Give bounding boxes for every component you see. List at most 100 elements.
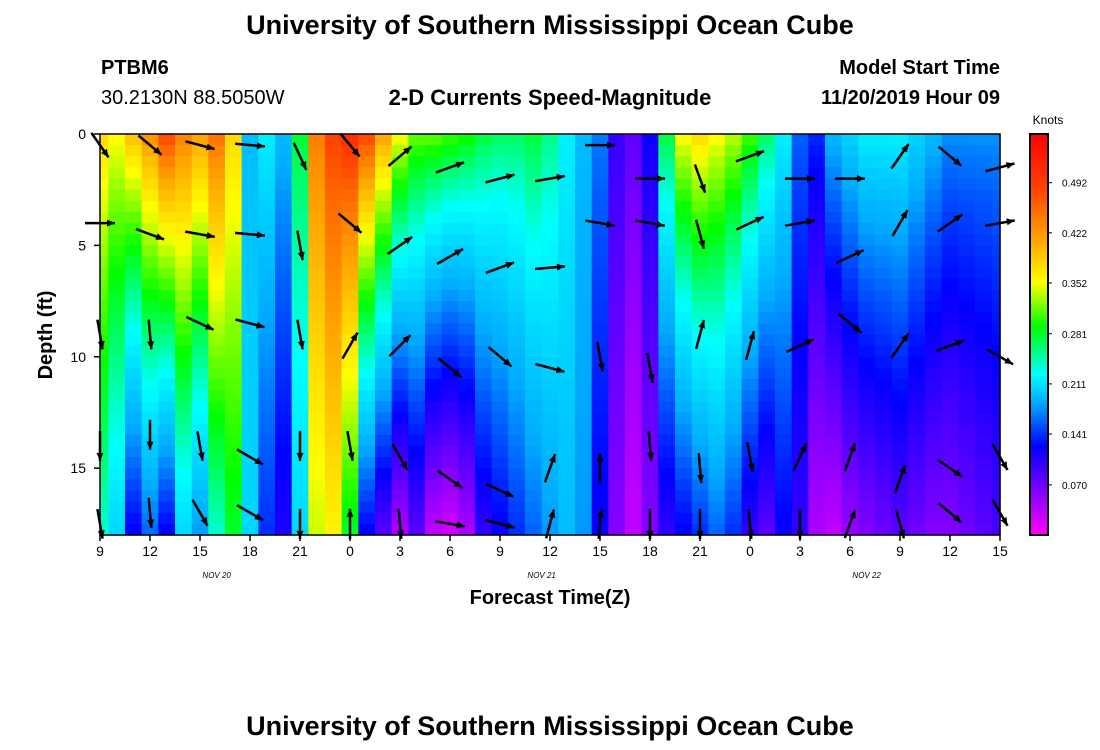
heatmap-cell — [341, 423, 359, 436]
colorbar-tick-label: 0.070 — [1062, 481, 1087, 492]
heatmap-cell — [691, 178, 709, 191]
x-tick-label: 18 — [642, 543, 658, 559]
heatmap-cell — [725, 134, 743, 146]
heatmap-cell — [575, 367, 593, 380]
heatmap-cell — [308, 134, 326, 146]
heatmap-cell — [441, 490, 459, 503]
x-tick-label: 18 — [242, 543, 258, 559]
heatmap-cell — [391, 167, 409, 180]
heatmap-cell — [908, 501, 926, 514]
heatmap-cell — [891, 445, 909, 458]
heatmap-cell — [541, 390, 559, 402]
heatmap-cell — [875, 145, 893, 157]
heatmap-cell — [658, 167, 676, 180]
heatmap-cell — [125, 490, 143, 503]
heatmap-cell — [208, 289, 226, 302]
heatmap-cell — [225, 200, 243, 213]
heatmap-cell — [275, 468, 293, 480]
heatmap-cell — [825, 356, 843, 369]
heatmap-cell — [308, 501, 326, 514]
heatmap-cell — [525, 479, 543, 492]
vector-arrow — [535, 362, 565, 374]
heatmap-cell — [908, 468, 926, 480]
heatmap-cell — [291, 289, 309, 302]
heatmap-cell — [275, 379, 293, 391]
heatmap-cell — [741, 301, 759, 313]
heatmap-cell — [891, 401, 909, 414]
heatmap-cell — [841, 234, 859, 246]
heatmap-cell — [491, 200, 509, 213]
heatmap-cell — [191, 156, 209, 169]
vector-head — [900, 210, 908, 219]
heatmap-cell — [525, 323, 543, 336]
heatmap-cell — [425, 379, 443, 391]
heatmap-cell — [975, 211, 993, 224]
vector-arrow — [893, 464, 907, 494]
heatmap-cell — [758, 223, 776, 235]
heatmap-cell — [325, 468, 343, 480]
vector-head — [607, 141, 615, 149]
heatmap-cell — [158, 278, 176, 291]
heatmap-cell — [158, 490, 176, 503]
heatmap-cell — [641, 167, 659, 180]
heatmap-cell — [691, 156, 709, 169]
heatmap-cell — [425, 367, 443, 380]
heatmap-cell — [408, 490, 426, 503]
heatmap-cell — [308, 245, 326, 258]
heatmap-cell — [258, 278, 276, 291]
heatmap-cell — [391, 234, 409, 246]
heatmap-cell — [108, 379, 126, 391]
vector-arrow — [596, 453, 604, 484]
heatmap-cell — [191, 189, 209, 202]
heatmap-cell — [425, 189, 443, 202]
heatmap-cell — [675, 390, 693, 402]
vector-arrow — [543, 453, 557, 483]
heatmap-cell — [625, 490, 643, 503]
heatmap-cell — [391, 301, 409, 313]
heatmap-cell — [458, 468, 476, 480]
heatmap-cell — [325, 245, 343, 258]
heatmap-cell — [175, 345, 193, 358]
heatmap-cell — [275, 490, 293, 503]
heatmap-cell — [875, 156, 893, 169]
vector-arrow — [146, 419, 154, 450]
heatmap-cell — [558, 167, 576, 180]
heatmap-cell — [108, 345, 126, 358]
heatmap-cell — [891, 211, 909, 224]
heatmap-cell — [191, 301, 209, 313]
heatmap-cell — [875, 301, 893, 313]
heatmap-cell — [241, 401, 259, 414]
heatmap-cell — [825, 301, 843, 313]
vector-arrow — [694, 219, 706, 250]
heatmap-cell — [991, 457, 1001, 469]
heatmap-cell — [725, 423, 743, 436]
heatmap-cell — [991, 423, 1001, 436]
heatmap-cell — [675, 401, 693, 414]
vector-head — [556, 263, 565, 271]
heatmap-cell — [825, 134, 843, 146]
heatmap-cell — [358, 345, 376, 358]
heatmap-cell — [591, 256, 609, 269]
heatmap-cell — [525, 423, 543, 436]
heatmap-cell — [358, 367, 376, 380]
heatmap-cell — [258, 457, 276, 469]
heatmap-cell — [791, 267, 809, 280]
vector-arrow — [534, 173, 566, 183]
vector-arrow — [437, 357, 463, 379]
heatmap-cell — [741, 312, 759, 324]
vector-head — [953, 469, 963, 477]
heatmap-cell — [191, 379, 209, 391]
heatmap-cell — [408, 345, 426, 358]
heatmap-cell — [658, 312, 676, 324]
heatmap-cell — [558, 223, 576, 235]
heatmap-cell — [425, 479, 443, 492]
heatmap-cell — [825, 211, 843, 224]
heatmap-cell — [991, 434, 1001, 447]
heatmap-cell — [725, 267, 743, 280]
heatmap-cell — [541, 523, 559, 536]
heatmap-cell — [291, 267, 309, 280]
heatmap-cell — [975, 278, 993, 291]
vector-arrow — [184, 230, 216, 239]
heatmap-cell — [425, 156, 443, 169]
heatmap-cell — [391, 323, 409, 336]
